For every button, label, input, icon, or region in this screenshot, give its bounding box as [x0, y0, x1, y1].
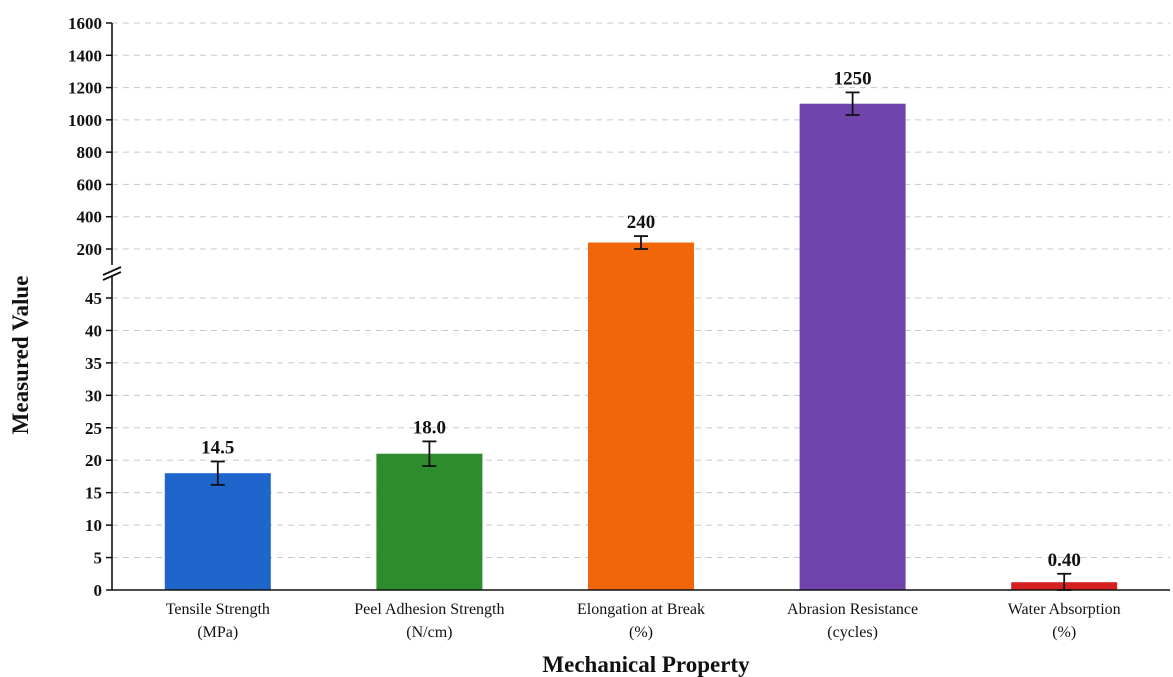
x-axis-title: Mechanical Property — [542, 652, 750, 677]
axis-break-mark — [102, 266, 122, 276]
data-label: 0.40 — [1048, 550, 1081, 571]
y-tick-label-lower: 45 — [85, 289, 102, 308]
error-bar — [845, 91, 860, 116]
bar — [164, 473, 271, 590]
data-label: 14.5 — [201, 438, 234, 459]
y-tick-label-upper: 1200 — [68, 79, 102, 98]
error-bar — [210, 460, 225, 486]
y-tick-label-upper: 400 — [77, 208, 103, 227]
y-axis-title: Measured Value — [8, 276, 33, 435]
y-tick-label-upper: 600 — [77, 175, 103, 194]
x-tick-label: (cycles) — [827, 624, 878, 641]
y-tick-label-lower: 5 — [94, 549, 103, 568]
error-bar — [422, 440, 437, 467]
y-tick-label-lower: 0 — [94, 581, 103, 600]
y-tick-label-lower: 35 — [85, 354, 102, 373]
y-tick-label-lower: 20 — [85, 451, 102, 470]
data-label: 1250 — [834, 68, 872, 89]
y-tick-label-upper: 1400 — [68, 46, 102, 65]
data-labels: 14.5 18.0 240 1250 0.40 — [201, 68, 1081, 570]
x-tick-label: Water Absorption — [1008, 601, 1121, 618]
x-tick-labels: Tensile Strength (MPa) Peel Adhesion Stren… — [166, 601, 1121, 641]
axis-break-mark — [102, 271, 122, 281]
y-tick-label-upper: 800 — [77, 143, 103, 162]
x-tick-label: Peel Adhesion Strength — [354, 601, 504, 618]
y-tick-label-upper: 200 — [77, 240, 103, 259]
x-tick-label: (N/cm) — [406, 624, 452, 641]
x-tick-label: (%) — [629, 624, 653, 641]
bars — [164, 91, 1118, 591]
y-tick-label-upper: 1600 — [68, 14, 102, 33]
x-tick-label: (%) — [1052, 624, 1076, 641]
bar — [376, 453, 483, 590]
bar — [799, 103, 906, 590]
x-tick-label: Abrasion Resistance — [787, 601, 918, 618]
y-tick-labels: 0 5 10 15 20 25 30 35 40 45 200 400 600 800 1000 1200 14… — [68, 14, 102, 600]
y-tick-label-lower: 10 — [85, 516, 102, 535]
y-tick-label-lower: 25 — [85, 419, 102, 438]
y-tick-label-lower: 15 — [85, 484, 102, 503]
data-label: 18.0 — [413, 417, 446, 438]
y-tick-label-lower: 30 — [85, 386, 102, 405]
x-tick-label: Tensile Strength — [166, 601, 270, 618]
data-label: 240 — [627, 212, 656, 233]
x-tick-label: Elongation at Break — [577, 601, 705, 618]
axes — [102, 22, 1170, 591]
bar — [588, 242, 694, 591]
y-tick-label-upper: 1000 — [68, 111, 102, 130]
error-bar — [634, 235, 648, 250]
x-tick-label: (MPa) — [197, 624, 238, 641]
y-tick-label-lower: 40 — [85, 321, 102, 340]
